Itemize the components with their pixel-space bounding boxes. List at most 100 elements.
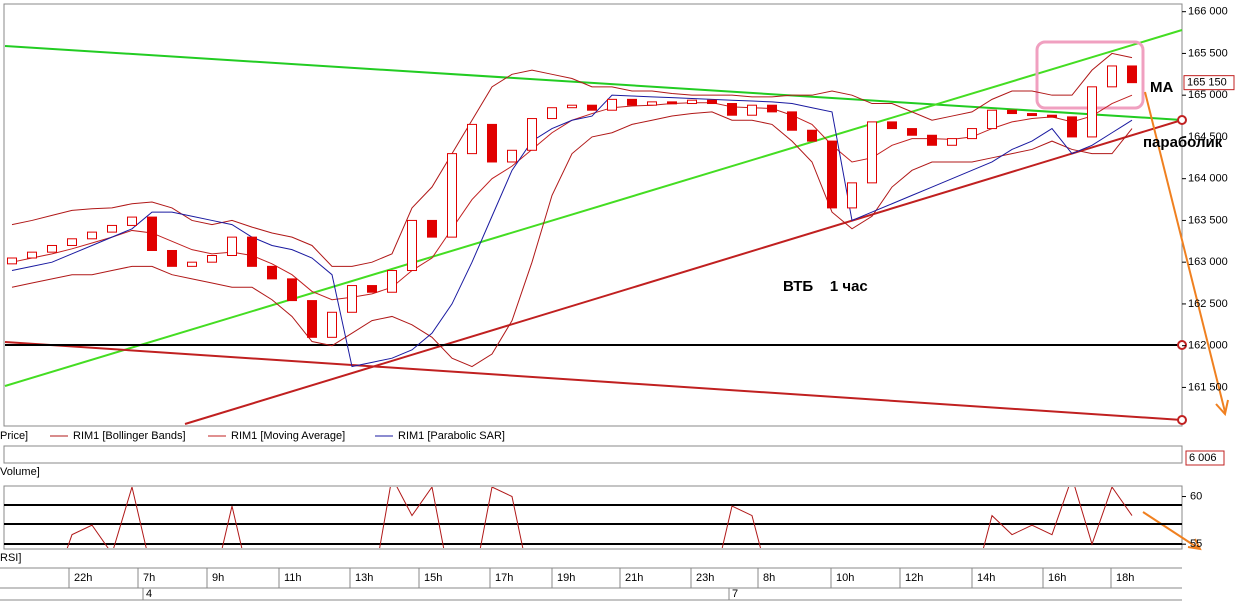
annotation: МА <box>1150 79 1173 96</box>
annotation: параболик <box>1143 134 1223 151</box>
candle-body <box>1107 65 1117 88</box>
candle-body <box>367 285 377 293</box>
legend-label: RIM1 [Bollinger Bands] <box>73 430 186 442</box>
rsi-frame <box>3 485 1183 550</box>
y-tick-label: 161 500 <box>1188 381 1228 393</box>
y-tick-label: 166 000 <box>1188 6 1228 18</box>
candle-body <box>927 134 937 146</box>
y-tick-label: 164 000 <box>1188 173 1228 185</box>
trend-line <box>4 45 1183 121</box>
time-label: 8h <box>763 572 775 584</box>
candle-body <box>147 216 157 251</box>
candle-body <box>1047 114 1057 118</box>
arrow <box>1144 91 1226 413</box>
bollinger-upper <box>11 52 1133 267</box>
candle-body <box>987 109 997 130</box>
time-label: 13h <box>355 572 373 584</box>
candle-body <box>267 265 277 280</box>
candle-body <box>87 231 97 240</box>
candle-body <box>1007 109 1017 115</box>
candle-body <box>167 249 177 267</box>
line-handle <box>1177 115 1187 125</box>
time-label: 19h <box>557 572 575 584</box>
rsi-tick-label: 60 <box>1190 490 1202 502</box>
candle-body <box>767 104 777 113</box>
candle-body <box>867 121 877 184</box>
line-handle <box>1177 415 1187 425</box>
date-label: 7 <box>732 588 738 600</box>
candle-body <box>647 101 657 106</box>
candle-body <box>507 149 517 163</box>
y-tick-label: 165 500 <box>1188 47 1228 59</box>
y-tick-label: 165 000 <box>1188 89 1228 101</box>
panel-label: RSI] <box>0 552 21 564</box>
candle-body <box>527 118 537 151</box>
time-label: 21h <box>625 572 643 584</box>
last-price-box <box>1183 75 1235 91</box>
candle-body <box>187 261 197 267</box>
candle-body <box>247 236 257 267</box>
bollinger-lower <box>11 111 1133 368</box>
arrow-head <box>1187 538 1202 551</box>
legend-label: RIM1 [Parabolic SAR] <box>398 430 505 442</box>
candle-body <box>687 99 697 105</box>
candle-body <box>567 104 577 109</box>
y-tick-label: 163 000 <box>1188 256 1228 268</box>
time-label: 16h <box>1048 572 1066 584</box>
y-tick-label: 162 000 <box>1188 340 1228 352</box>
time-label: 10h <box>836 572 854 584</box>
arrow <box>1142 511 1199 549</box>
candle-body <box>627 98 637 106</box>
candle-body <box>467 123 477 155</box>
time-label: 23h <box>696 572 714 584</box>
candle-body <box>827 140 837 209</box>
candle-body <box>307 300 317 338</box>
price-frame <box>3 3 1183 427</box>
candle-body <box>327 311 337 338</box>
candle-body <box>707 99 717 105</box>
candle-body <box>667 101 677 105</box>
candle-body <box>547 107 557 120</box>
candle-body <box>447 153 457 238</box>
candle-body <box>207 254 217 263</box>
rsi-tick-label: 55 <box>1190 538 1202 550</box>
candle-body <box>947 138 957 146</box>
moving-average <box>11 94 1133 301</box>
candle-body <box>907 128 917 136</box>
y-tick-label: 163 500 <box>1188 214 1228 226</box>
candle-body <box>787 111 797 131</box>
candle-body <box>607 98 617 111</box>
time-label: 18h <box>1116 572 1134 584</box>
candle-body <box>227 236 237 256</box>
candle-body <box>387 270 397 293</box>
candle-body <box>967 128 977 140</box>
parabolic-sar <box>11 94 1133 368</box>
panel-label: Volume] <box>0 466 40 478</box>
candle-body <box>67 238 77 246</box>
trend-line <box>184 119 1183 425</box>
candle-body <box>107 224 117 233</box>
volume-frame <box>3 445 1183 464</box>
time-label: 12h <box>905 572 923 584</box>
candle-body <box>347 285 357 313</box>
annotation: ВТБ 1 час <box>783 278 868 295</box>
candle-body <box>887 121 897 130</box>
time-label: 17h <box>495 572 513 584</box>
candle-body <box>807 129 817 142</box>
candle-body <box>427 219 437 238</box>
candle-body <box>407 219 417 272</box>
last-price-label: 165 150 <box>1187 77 1227 89</box>
candle-body <box>727 103 737 116</box>
volume-value: 6 006 <box>1189 452 1217 464</box>
candle-body <box>847 182 857 209</box>
candle-body <box>127 216 137 226</box>
legend-label: RIM1 [Moving Average] <box>231 430 345 442</box>
trend-line <box>4 29 1183 387</box>
trend-line <box>4 341 1183 421</box>
time-label: 7h <box>143 572 155 584</box>
time-label: 11h <box>284 572 302 584</box>
line-handle <box>1177 340 1187 350</box>
candle-body <box>487 123 497 163</box>
y-tick-label: 164 500 <box>1188 131 1228 143</box>
